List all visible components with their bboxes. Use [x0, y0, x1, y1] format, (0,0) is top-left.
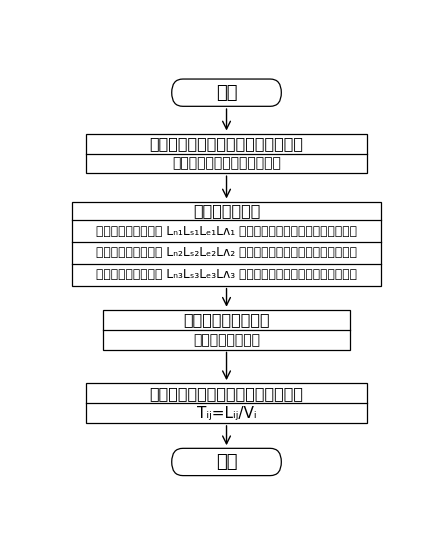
Text: 开始: 开始 [216, 84, 237, 102]
Text: 在距离停车线分别为 Lₙ₁Lₛ₁Lₑ₁Lᴧ₁ 处设置直行公交车停靠的港湾式站台: 在距离停车线分别为 Lₙ₁Lₛ₁Lₑ₁Lᴧ₁ 处设置直行公交车停靠的港湾式站台 [96, 225, 357, 238]
Bar [86, 383, 367, 423]
Text: 设置港湾式站台: 设置港湾式站台 [193, 203, 260, 219]
Bar [103, 310, 350, 350]
Bar [72, 202, 381, 286]
Text: 设置公交站台信号灯: 设置公交站台信号灯 [183, 312, 270, 328]
FancyBboxPatch shape [171, 449, 281, 476]
Text: 结束: 结束 [216, 453, 237, 471]
Bar [86, 134, 367, 173]
Text: Tᵢⱼ=Lᵢⱼ/Vᵢ: Tᵢⱼ=Lᵢⱼ/Vᵢ [197, 405, 256, 421]
Text: 在距离停车线分别为 Lₙ₃Lₛ₃Lₑ₃Lᴧ₃ 处设置右转公交车停靠的港湾式站台: 在距离停车线分别为 Lₙ₃Lₛ₃Lₑ₃Lᴧ₃ 处设置右转公交车停靠的港湾式站台 [96, 268, 357, 281]
Text: 设置主信号和公交站台信号的相位差: 设置主信号和公交站台信号的相位差 [149, 386, 304, 401]
Text: 信号灯采用箭头式: 信号灯采用箭头式 [193, 333, 260, 347]
Text: 设置多个转向公交车共用的专用车道: 设置多个转向公交车共用的专用车道 [149, 136, 304, 151]
Text: 在距离停车线分别为 Lₙ₂Lₛ₂Lₑ₂Lᴧ₂ 处设置左转公交车停靠的港湾式站台: 在距离停车线分别为 Lₙ₂Lₛ₂Lₑ₂Lᴧ₂ 处设置左转公交车停靠的港湾式站台 [96, 246, 357, 259]
Text: 直行、左转、右转公交车共用: 直行、左转、右转公交车共用 [172, 156, 281, 171]
FancyBboxPatch shape [171, 79, 281, 106]
